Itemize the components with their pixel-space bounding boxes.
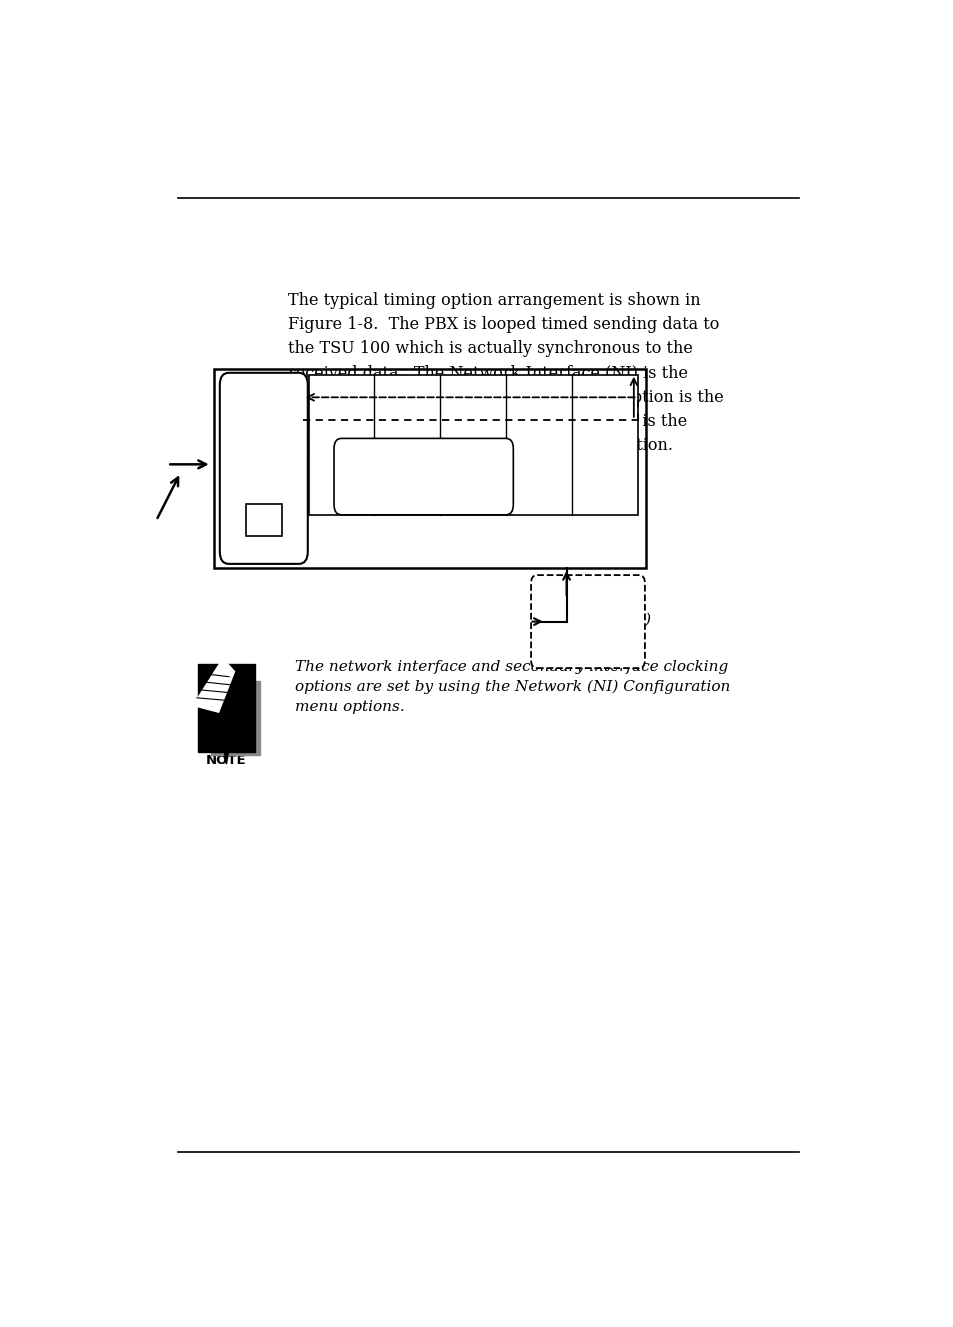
Text: The typical timing option arrangement is shown in
Figure 1-8.  The PBX is looped: The typical timing option arrangement is… [288, 292, 722, 454]
Polygon shape [211, 681, 259, 755]
FancyBboxPatch shape [219, 373, 308, 564]
Polygon shape [192, 657, 235, 713]
Bar [213, 369, 646, 568]
Polygon shape [220, 727, 233, 764]
Bar [246, 503, 281, 536]
Text: The network interface and secondary interface clocking
options are set by using : The network interface and secondary inte… [294, 660, 730, 714]
Polygon shape [197, 665, 255, 751]
Text: NOTE: NOTE [206, 754, 247, 767]
FancyBboxPatch shape [334, 438, 513, 515]
Text: Normal (CSU): Normal (CSU) [541, 613, 651, 626]
FancyBboxPatch shape [531, 575, 644, 667]
Bar [308, 374, 637, 515]
